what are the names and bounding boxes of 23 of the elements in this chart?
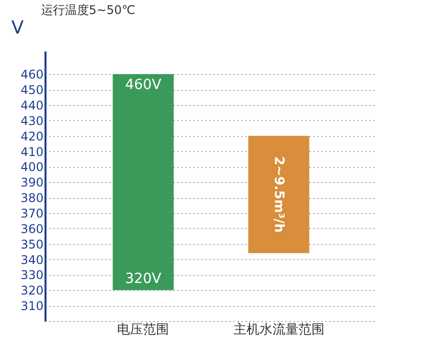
y-tick-label: 410 (20, 144, 44, 159)
y-tick-label: 310 (20, 299, 44, 314)
y-tick-label: 430 (20, 114, 44, 128)
x-tick-label: 主机水流量范围 (233, 322, 324, 338)
y-tick-label: 380 (20, 191, 44, 206)
y-tick-label: 320 (20, 284, 44, 298)
y-tick-label: 400 (20, 160, 44, 174)
y-tick-label: 420 (20, 129, 44, 144)
y-tick-label: 390 (20, 176, 44, 190)
annotation: 460V (125, 77, 162, 94)
y-tick-label: 350 (20, 237, 44, 252)
y-tick-label: 370 (20, 206, 44, 220)
y-tick-label: 360 (20, 222, 44, 236)
annotation: 320V (125, 271, 162, 288)
y-axis-title: V (11, 18, 24, 38)
chart-title: 运行温度5~50℃ (40, 3, 136, 17)
y-tick-label: 330 (20, 268, 44, 282)
y-tick-label: 340 (20, 252, 44, 267)
y-tick-label: 460 (20, 68, 44, 82)
x-tick-label: 电压范围 (117, 322, 170, 338)
annotation: 2~9.5m³/h (270, 156, 286, 233)
y-tick-label: 450 (20, 83, 44, 98)
y-tick-label: 440 (20, 98, 44, 112)
